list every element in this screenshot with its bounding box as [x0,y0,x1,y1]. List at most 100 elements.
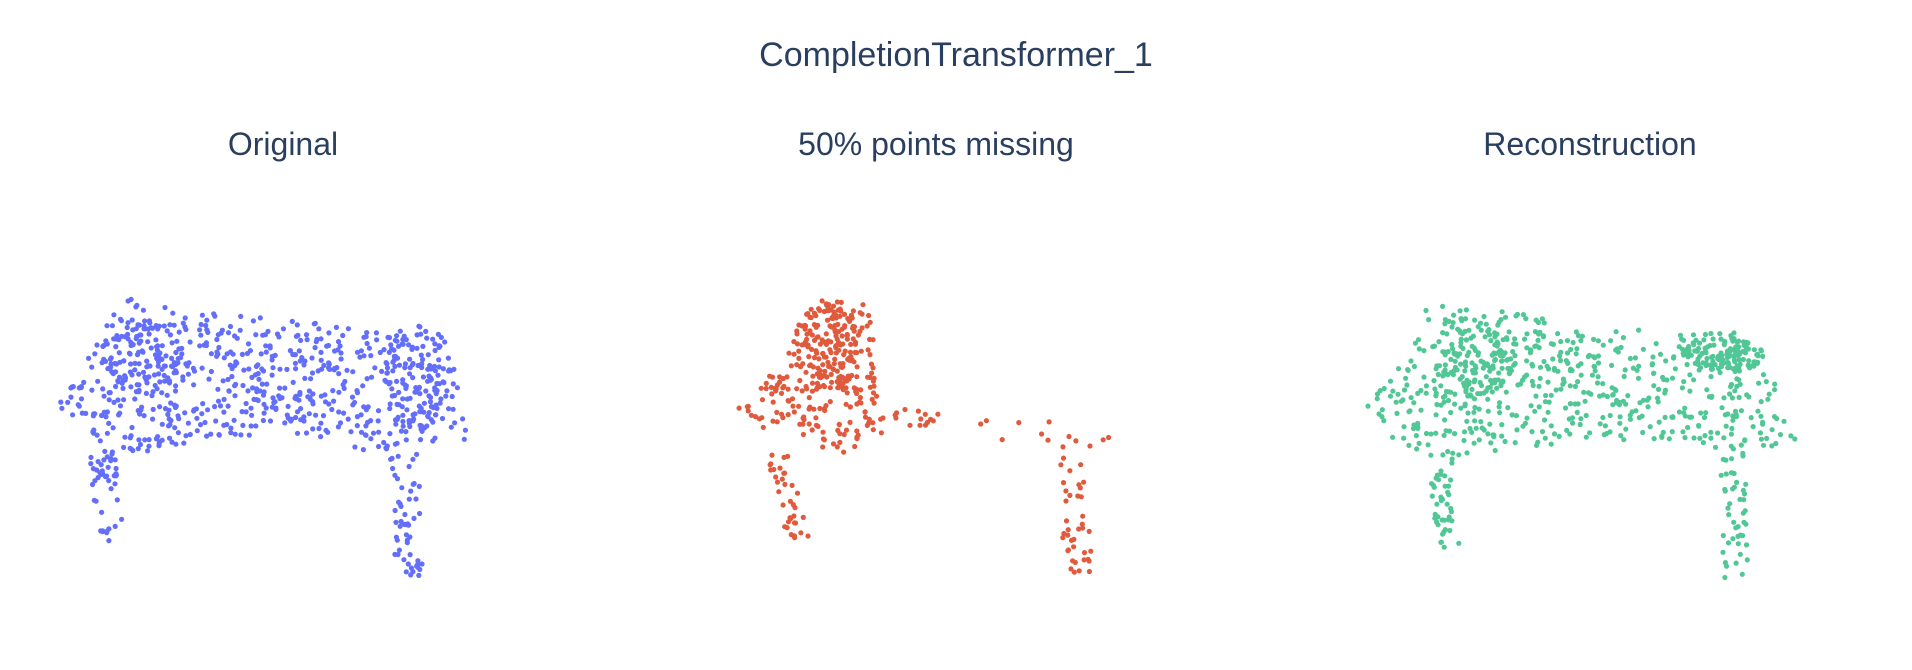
data-point [1663,358,1669,364]
data-point [918,416,924,422]
data-point [362,432,368,438]
data-point [354,388,360,394]
data-point [1618,344,1624,350]
data-point [774,479,781,485]
data-point [858,348,864,354]
data-point [403,385,409,391]
data-point [1440,330,1446,336]
data-point [808,306,814,312]
data-point [1736,366,1742,373]
data-point [159,421,165,427]
data-point [146,443,152,449]
data-point [106,478,112,484]
data-point [438,396,444,402]
data-point [821,339,827,345]
data-point [1742,508,1748,514]
data-point [448,424,454,430]
data-point [99,529,106,535]
data-point [983,418,989,424]
data-point [789,396,796,402]
data-point [269,372,275,378]
data-point [1577,421,1583,428]
data-point [284,412,290,418]
data-point [248,423,254,429]
data-point [1710,336,1716,342]
data-point [1722,338,1728,344]
data-point [208,368,214,375]
data-point [197,327,203,333]
data-point [1432,386,1438,392]
data-point [1393,399,1399,405]
data-point [1743,542,1750,548]
data-point [878,430,884,436]
data-point [348,429,354,435]
data-point [320,413,327,419]
data-point [847,404,853,410]
data-point [1722,574,1728,581]
data-point [1637,400,1643,406]
data-point [1706,394,1712,400]
data-point [798,364,804,370]
data-point [324,343,330,349]
data-point [427,399,434,405]
point-cloud-missing[interactable] [638,180,1238,650]
data-point [1729,425,1735,432]
data-point [809,427,815,433]
data-point [1696,340,1703,346]
scatter-plot-missing[interactable] [638,180,1238,650]
data-point [801,341,807,348]
data-point [867,319,873,325]
data-point [294,322,300,328]
data-point [146,331,152,337]
data-point [280,326,286,332]
data-point [403,437,409,443]
data-point [1592,368,1598,374]
data-point [1696,422,1702,429]
data-point [854,374,860,380]
data-point [142,318,148,324]
data-point [352,444,358,450]
point-cloud-original[interactable] [0,180,584,650]
data-point [1445,397,1452,404]
data-point [1740,487,1746,493]
scatter-plot-original[interactable] [0,180,584,650]
data-point [824,317,831,323]
scatter-plot-reconstruction[interactable] [1292,180,1892,650]
data-point [208,431,214,437]
data-point [121,444,127,450]
data-point [1536,383,1542,389]
point-cloud-reconstruction[interactable] [1292,180,1892,650]
data-point [1574,409,1580,415]
data-point [1415,337,1422,343]
data-point [832,356,838,362]
data-point [1616,402,1623,408]
data-point [809,388,815,394]
data-point [120,385,126,391]
data-point [163,353,169,359]
data-point [1729,336,1735,342]
data-point [113,465,119,472]
data-point [1760,419,1766,425]
data-point [801,417,807,423]
data-point [155,359,161,365]
data-point [1745,346,1751,352]
data-point [461,436,467,442]
data-point [1764,435,1770,441]
data-point [428,394,434,401]
data-point [1735,348,1741,354]
data-point [327,366,333,372]
data-point [161,323,167,329]
data-point [1769,443,1775,449]
data-point [419,364,425,371]
data-point [1568,346,1574,353]
data-point [388,456,394,462]
data-point [1487,384,1493,390]
data-point [418,352,424,358]
data-point [1459,318,1465,324]
data-point [1573,351,1579,357]
data-point [1411,400,1417,406]
data-point [1433,366,1439,372]
data-point [880,415,886,421]
data-point [1499,365,1505,371]
data-point [1651,370,1657,376]
